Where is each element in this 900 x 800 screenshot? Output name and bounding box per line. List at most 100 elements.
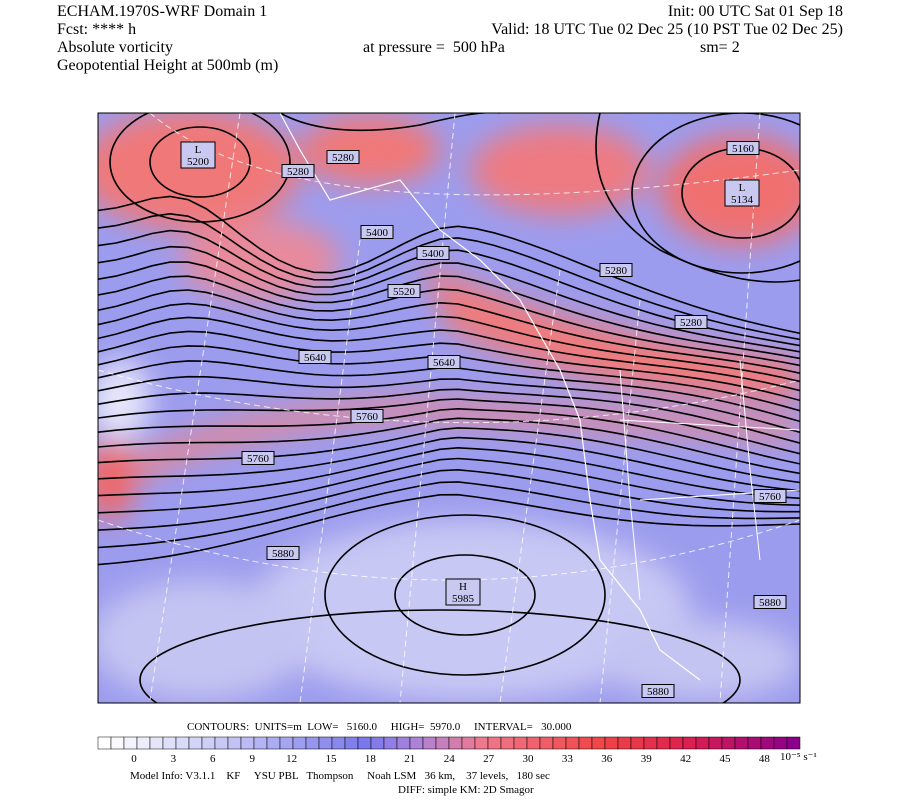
contour-info: CONTOURS: UNITS=m LOW= 5160.0 HIGH= 5970… — [187, 721, 572, 733]
colorbar-label: 0 — [131, 753, 137, 765]
contour-label: 5400 — [366, 227, 389, 239]
colorbar-box — [708, 736, 723, 750]
contour-label: 5880 — [647, 686, 670, 698]
contour-label: 5640 — [304, 352, 327, 364]
contour-labels: 5280 5280 5400 5400 5520 5640 5640 5760 5760 5760… — [180, 141, 787, 698]
colorbar-box — [565, 736, 580, 750]
colorbar-label: 15 — [326, 753, 338, 765]
colorbar-box — [500, 736, 515, 750]
contour-line — [98, 407, 800, 465]
contour-line — [98, 316, 800, 392]
label-box — [726, 141, 760, 155]
colorbar-box — [539, 736, 554, 750]
model-info: Model Info: V3.1.1 KF YSU PBL Thompson N… — [130, 770, 550, 782]
label-box — [427, 355, 461, 369]
colorbar-box — [461, 736, 476, 750]
colorbar-label: 36 — [601, 753, 613, 765]
map-frame — [97, 112, 801, 704]
contour-line — [98, 398, 800, 455]
colorbar-box — [747, 736, 762, 750]
colorbar-box — [682, 736, 697, 750]
colorbar-box — [604, 736, 619, 750]
map-area — [98, 113, 800, 703]
contour-line — [98, 212, 800, 341]
colorbar-box — [695, 736, 710, 750]
contour-label: 5280 — [680, 317, 703, 329]
colorbar-box — [240, 736, 255, 750]
contour-label: 5880 — [272, 548, 295, 560]
colorbar-box — [214, 736, 229, 750]
colorbar-box — [734, 736, 749, 750]
colorbar-box — [487, 736, 502, 750]
colorbar-box — [643, 736, 658, 750]
contour-line — [98, 261, 800, 360]
contour-line — [98, 388, 800, 444]
contour-label: 5760 — [759, 491, 782, 503]
colorbar-box — [786, 736, 801, 750]
colorbar-box — [253, 736, 268, 750]
contour-label: 5880 — [759, 597, 782, 609]
label-box — [266, 546, 300, 560]
colorbar-box — [773, 736, 788, 750]
label-box — [281, 164, 315, 178]
contour-line — [98, 457, 800, 514]
colorbar-label: 42 — [680, 753, 691, 765]
colorbar-box — [513, 736, 528, 750]
high-symbol: H — [459, 581, 467, 593]
contour-line — [98, 427, 800, 484]
diff-info: DIFF: simple KM: 2D Smagor — [398, 784, 534, 796]
contour-loop — [394, 554, 536, 636]
label-box — [298, 350, 332, 364]
colorbar-label: 21 — [404, 753, 415, 765]
contour-label: 5160 — [732, 143, 755, 155]
label-box — [753, 595, 787, 609]
low-value: 5134 — [731, 194, 754, 206]
colorbar: 0 3 6 9 12 15 18 21 24 27 30 33 36 39 42 45 48 10⁻⁵ s⁻¹ — [97, 736, 817, 765]
colorbar-label: 9 — [249, 753, 255, 765]
contour-label: 5640 — [433, 357, 456, 369]
contour-field: Geopotential Height at 500mb (m) — [57, 57, 278, 74]
height-contours — [98, 113, 800, 703]
contour-label: 5760 — [356, 411, 379, 423]
colorbar-box — [305, 736, 320, 750]
label-box — [360, 225, 394, 239]
contour-label: 5280 — [605, 265, 628, 277]
colorbar-box — [760, 736, 775, 750]
label-box — [180, 141, 216, 169]
colorbar-box — [448, 736, 463, 750]
contour-label: 5760 — [247, 453, 270, 465]
colorbar-box — [227, 736, 242, 750]
low-symbol: L — [195, 144, 202, 156]
colorbar-label: 6 — [210, 753, 216, 765]
colorbar-box — [409, 736, 424, 750]
colorbar-box — [383, 736, 398, 750]
colorbar-box — [578, 736, 593, 750]
colorbar-box — [721, 736, 736, 750]
contour-label: 5520 — [393, 286, 416, 298]
colorbar-box — [318, 736, 333, 750]
colorbar-label: 48 — [759, 753, 771, 765]
colorbar-box — [630, 736, 645, 750]
high-value: 5985 — [452, 593, 475, 605]
model-title: ECHAM.1970S-WRF Domain 1 — [57, 3, 267, 20]
colorbar-box — [656, 736, 671, 750]
colorbar-label: 45 — [720, 753, 732, 765]
colorbar-box — [175, 736, 190, 750]
label-box — [326, 150, 360, 164]
lat-lon-grid — [98, 113, 800, 703]
colorbar-box — [344, 736, 359, 750]
contour-line — [98, 302, 800, 383]
colorbar-box — [591, 736, 606, 750]
contour-loop — [324, 514, 606, 676]
colorbar-label: 12 — [286, 753, 297, 765]
colorbar-box — [331, 736, 346, 750]
label-box — [674, 315, 708, 329]
colorbar-label: 3 — [171, 753, 177, 765]
label-box — [350, 409, 384, 423]
field-name: Absolute vorticity — [57, 39, 173, 56]
colorbar-box — [422, 736, 437, 750]
colorbar-box — [201, 736, 216, 750]
label-box — [445, 578, 481, 606]
colorbar-box — [162, 736, 177, 750]
